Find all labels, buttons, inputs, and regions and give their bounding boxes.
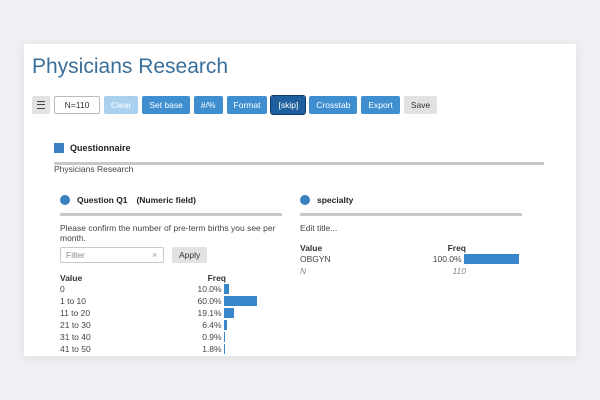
row-value: 21 to 30 [60, 320, 91, 330]
specialty-dot-icon [300, 194, 310, 205]
row-value: 0 [60, 284, 65, 294]
divider [54, 162, 544, 165]
questionnaire-header: Questionnaire [54, 139, 544, 165]
freq-bar-track [223, 320, 282, 330]
freq-bar-track [223, 284, 282, 294]
specialty-divider [300, 213, 522, 216]
row-freq: 0.9% [202, 332, 222, 342]
freq-bar [223, 296, 257, 306]
count-percent-button[interactable]: #/% [193, 96, 223, 114]
freq-header: Freq [207, 273, 226, 283]
set-base-button[interactable]: Set base [142, 96, 190, 114]
filter-input[interactable] [60, 247, 164, 263]
questionnaire-title: Questionnaire [70, 142, 131, 153]
specialty-panel: specialty Edit title... Value Freq OBGYN… [300, 191, 522, 277]
value-header: Value [300, 243, 323, 253]
freq-bar [223, 284, 230, 294]
freq-bar [223, 332, 225, 342]
table-row: 31 to 40 0.9% [60, 331, 282, 343]
row-freq: 60.0% [197, 296, 222, 306]
value-header: Value [60, 273, 83, 283]
table-row: 11 to 20 19.1% [60, 307, 282, 319]
freq-bar-track [223, 308, 282, 318]
q1-filter-row: × Apply [60, 247, 282, 263]
specialty-table-header: Value Freq [300, 243, 522, 253]
clear-button[interactable]: Clear [104, 96, 139, 114]
freq-bar [223, 344, 225, 354]
freq-bar-track [223, 296, 282, 306]
export-button[interactable]: Export [361, 96, 400, 114]
page-title: Physicians Research [32, 55, 229, 78]
total-label: N [300, 266, 307, 276]
total-value: 110 [452, 266, 466, 276]
questionnaire-square-icon [54, 142, 64, 153]
table-row: 1 to 10 60.0% [60, 295, 282, 307]
q1-title: Question Q1 [77, 194, 128, 205]
freq-header: Freq [447, 243, 466, 253]
row-freq: 100.0% [432, 254, 462, 264]
row-value: OBGYN [300, 254, 331, 264]
q1-table-body: 0 10.0% 1 to 10 60.0% 11 to 20 19.1% 21 to 30 6… [60, 283, 282, 356]
freq-bar [223, 320, 228, 330]
q1-type: (Numeric field) [136, 194, 196, 205]
freq-bar-track [223, 344, 282, 354]
freq-bar [463, 254, 519, 264]
row-value: 41 to 50 [60, 344, 91, 354]
n-field[interactable] [54, 96, 100, 114]
crosstab-button[interactable]: Crosstab [309, 96, 358, 114]
specialty-edit-title[interactable]: Edit title... [300, 223, 338, 233]
row-value: 11 to 20 [60, 308, 91, 318]
specialty-title: specialty [317, 194, 354, 205]
freq-bar [223, 308, 235, 318]
apply-button[interactable]: Apply [172, 247, 208, 263]
format-button[interactable]: Format [226, 96, 268, 114]
table-row: 0 10.0% [60, 283, 282, 295]
row-value: 1 to 10 [60, 296, 86, 306]
specialty-table-body: OBGYN 100.0% [300, 253, 522, 265]
row-freq: 1.8% [202, 344, 222, 354]
hamburger-icon [37, 101, 45, 109]
questionnaire-subtitle: Physicians Research [54, 164, 134, 174]
save-button[interactable]: Save [403, 96, 438, 114]
row-freq: 6.4% [202, 320, 222, 330]
table-row: 51 to 600.9% [60, 355, 282, 356]
q1-description: Please confirm the number of pre-term bi… [60, 223, 276, 243]
freq-bar-track [223, 332, 282, 342]
main-card: Physicians Research Clear Set base #/% F… [24, 44, 576, 356]
q1-dot-icon [60, 194, 70, 205]
freq-bar-track [463, 254, 522, 264]
table-row: OBGYN 100.0% [300, 253, 522, 265]
row-freq: 19.1% [197, 308, 222, 318]
table-row: 41 to 50 1.8% [60, 343, 282, 355]
menu-button[interactable] [32, 96, 50, 114]
q1-panel: Question Q1 (Numeric field) Please confi… [60, 191, 282, 356]
specialty-total-row: N 110 [300, 265, 522, 277]
row-value: 31 to 40 [60, 332, 91, 342]
table-row: 21 to 30 6.4% [60, 319, 282, 331]
skip-button[interactable]: [skip] [270, 95, 307, 115]
q1-table-header: Value Freq [60, 273, 282, 283]
row-freq: 10.0% [197, 284, 222, 294]
q1-divider [60, 213, 282, 216]
toolbar: Clear Set base #/% Format [skip] Crossta… [32, 95, 441, 115]
